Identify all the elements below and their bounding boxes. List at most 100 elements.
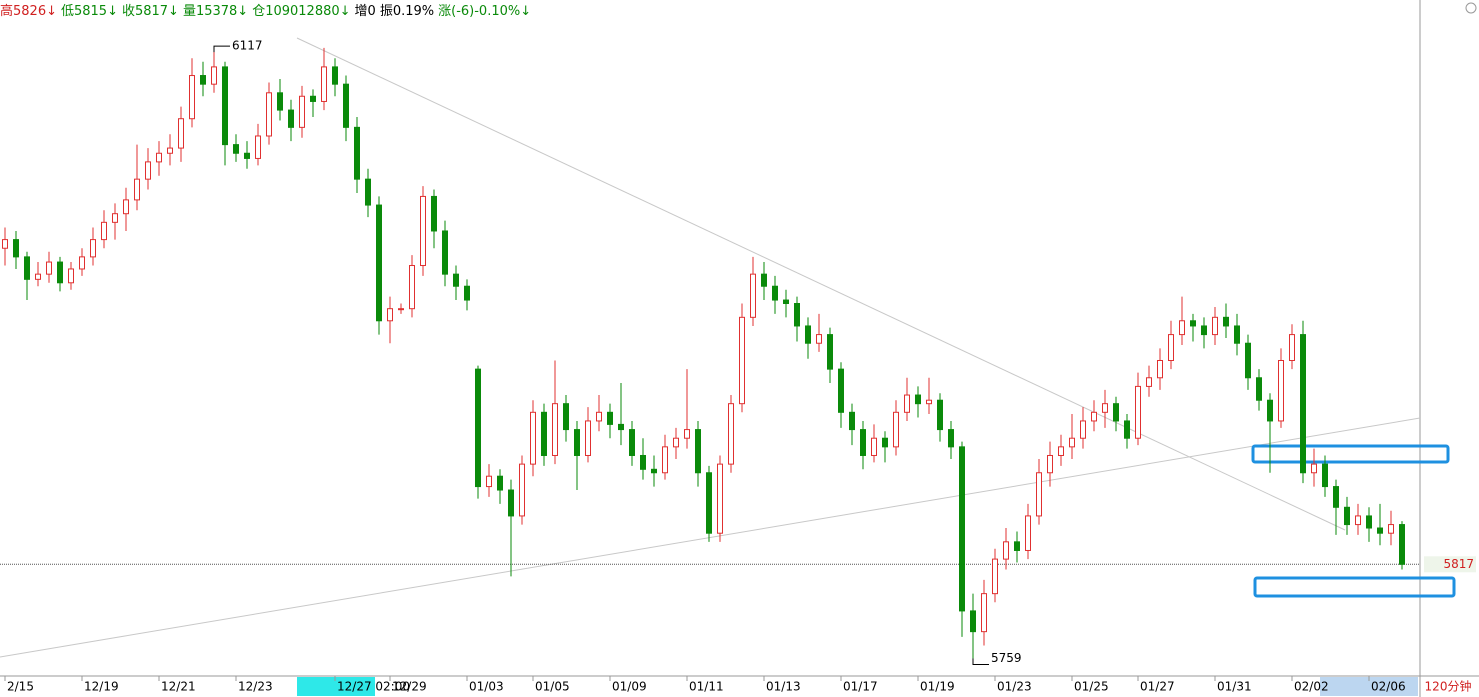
candle-body [673, 437, 679, 448]
candle-body [233, 144, 239, 154]
candle-body [959, 446, 965, 612]
candle-body [486, 475, 492, 488]
candle-body [1388, 524, 1394, 534]
x-tick-label: 12/27 02:00 [337, 680, 410, 694]
candle-body [222, 66, 228, 146]
candle-body [2, 239, 8, 249]
candle-body [35, 273, 41, 280]
candle-body [530, 411, 536, 465]
x-tick-label: 01/03 [469, 680, 504, 694]
candle-body [156, 152, 162, 163]
candle-body [123, 199, 129, 215]
candle-body [453, 273, 459, 287]
candle-body [783, 299, 789, 305]
candle-body [299, 95, 305, 128]
candle-body [79, 256, 85, 270]
candle-body [134, 178, 140, 201]
candle-body [1311, 463, 1317, 474]
candle-body [1069, 437, 1075, 448]
candle-body [387, 308, 393, 322]
candle-body [354, 126, 360, 180]
candle-body [915, 394, 921, 405]
header-item: 低5815↓ [61, 4, 118, 19]
candle-body [519, 463, 525, 517]
candle-body [640, 454, 646, 470]
candle-body [1344, 506, 1350, 526]
candle-body [541, 411, 547, 456]
candle-body [255, 135, 261, 159]
candle-body [585, 420, 591, 456]
candle-body [552, 403, 558, 456]
candle-body [937, 399, 943, 431]
candle-body [189, 75, 195, 120]
candle-body [1047, 454, 1053, 474]
candle-body [618, 423, 624, 431]
candle-body [805, 325, 811, 344]
x-tick-label: 12/19 [84, 680, 119, 694]
x-tick-label: 12/21 [161, 680, 196, 694]
x-tick-label: 01/17 [843, 680, 878, 694]
candle-body [145, 161, 151, 180]
candle-body [1025, 515, 1031, 551]
candle-body [1399, 524, 1405, 565]
candle-body [497, 475, 503, 491]
candle-body [1289, 334, 1295, 361]
quote-header: 高5826↓ 低5815↓ 收5817↓ 量15378↓ 仓109012880↓ 增0 振0… [0, 3, 531, 19]
trend-line [0, 417, 1421, 658]
candle-body [101, 221, 107, 241]
candle-body [948, 429, 954, 448]
highlight-box [1251, 444, 1450, 464]
candle-body [1212, 316, 1218, 336]
candle-body [1157, 359, 1163, 379]
low-label: 5759 [991, 651, 1022, 665]
candle-body [24, 256, 30, 280]
candle-body [1234, 325, 1240, 344]
cursor-box [297, 677, 375, 696]
candle-body [563, 403, 569, 431]
candle-body [90, 239, 96, 258]
candle-body [926, 399, 932, 405]
x-tick-label: 01/25 [1074, 680, 1109, 694]
candle-body [1256, 377, 1262, 401]
candle-body [1201, 325, 1207, 336]
x-tick-label: 2/15 [7, 680, 34, 694]
candle-body [794, 303, 800, 327]
candle-body [849, 411, 855, 431]
period-label[interactable]: 120分钟 [1425, 679, 1472, 694]
candle-body [420, 195, 426, 267]
x-tick-label: 01/23 [997, 680, 1032, 694]
candle-body [310, 95, 316, 102]
header-item: 量15378↓ [183, 4, 248, 19]
candle-body [1124, 420, 1130, 439]
candle-body [596, 411, 602, 422]
header-item: 收5817↓ [122, 4, 179, 19]
candle-body [1366, 515, 1372, 529]
candle-body [816, 334, 822, 344]
candle-body [365, 178, 371, 206]
candle-body [739, 316, 745, 405]
candle-body [409, 265, 415, 310]
candle-body [684, 429, 690, 439]
x-tick-label: 01/13 [766, 680, 801, 694]
x-tick-label: 12/29 [392, 680, 427, 694]
candle-body [1135, 385, 1141, 439]
high-pointer [213, 45, 230, 53]
settings-icon[interactable] [1465, 2, 1477, 14]
candle-body [200, 75, 206, 85]
candle-body [1190, 320, 1196, 327]
header-item: 振0.19% [380, 4, 434, 19]
candle-body [750, 273, 756, 318]
candle-body [277, 92, 283, 111]
x-tick-label: 01/31 [1217, 680, 1252, 694]
candle-body [1146, 377, 1152, 387]
x-tick-label: 01/27 [1140, 680, 1175, 694]
candle-body [893, 411, 899, 448]
candle-body [662, 446, 668, 474]
candle-body [68, 268, 74, 284]
candle-body [838, 368, 844, 413]
x-tick-label: 01/19 [920, 680, 955, 694]
candle-body [431, 195, 437, 232]
candle-body [13, 239, 19, 258]
candle-body [882, 437, 888, 448]
